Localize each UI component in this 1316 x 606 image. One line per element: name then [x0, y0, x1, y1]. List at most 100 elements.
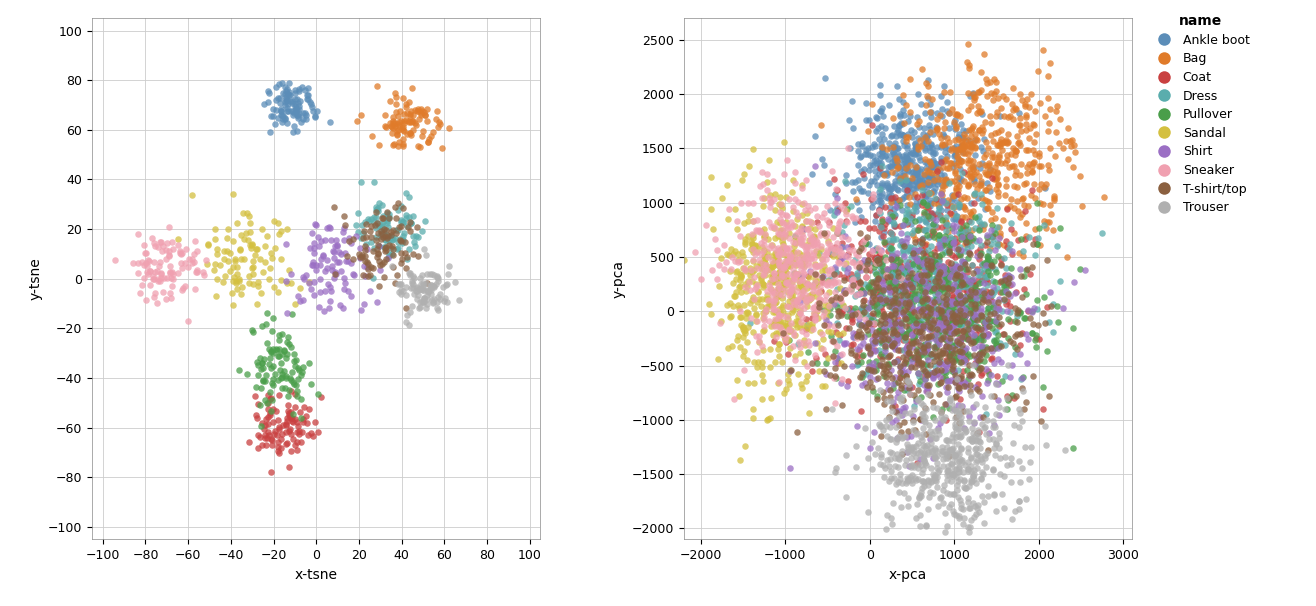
Point: [905, 319, 926, 328]
Point: [820, 242, 841, 252]
Point: [801, 289, 822, 299]
Point: [754, 265, 775, 275]
Point: [905, 169, 926, 179]
Point: [923, 226, 944, 236]
Point: [250, 364, 271, 374]
Point: [834, 259, 855, 269]
Point: [747, 294, 769, 304]
Point: [824, 398, 845, 408]
Point: [272, 369, 293, 379]
Point: [950, 431, 971, 441]
Point: [888, 454, 909, 464]
Point: [761, 240, 782, 250]
Point: [746, 216, 767, 225]
Point: [871, 306, 892, 316]
Point: [182, 190, 203, 200]
Point: [828, 298, 849, 308]
Point: [955, 232, 976, 242]
Point: [921, 368, 942, 378]
Point: [1016, 162, 1037, 172]
Point: [762, 304, 783, 314]
Point: [915, 132, 936, 141]
Point: [795, 290, 816, 300]
Point: [961, 131, 982, 141]
Point: [750, 273, 771, 282]
Point: [917, 203, 938, 213]
Point: [388, 287, 409, 297]
Point: [792, 210, 813, 220]
Point: [749, 270, 770, 280]
Point: [420, 282, 441, 292]
Point: [965, 294, 986, 304]
Point: [388, 243, 409, 253]
Point: [874, 463, 895, 473]
Point: [375, 254, 396, 264]
Point: [1048, 318, 1069, 327]
Point: [978, 253, 999, 263]
Point: [962, 275, 983, 285]
Point: [959, 145, 980, 155]
Point: [883, 141, 904, 150]
Point: [324, 273, 345, 283]
Point: [951, 140, 973, 150]
Point: [399, 116, 420, 126]
Point: [890, 393, 911, 403]
Point: [862, 298, 883, 307]
Point: [769, 290, 790, 299]
Point: [882, 418, 903, 427]
Point: [853, 238, 874, 247]
Point: [287, 445, 308, 455]
Point: [976, 258, 998, 268]
Point: [921, 188, 942, 198]
Point: [805, 353, 826, 363]
Point: [892, 220, 913, 230]
Point: [874, 202, 895, 212]
Point: [866, 255, 887, 264]
Point: [740, 318, 761, 327]
Point: [915, 321, 936, 330]
Point: [870, 160, 891, 170]
Point: [936, 399, 957, 408]
Point: [892, 152, 913, 161]
Point: [763, 318, 784, 328]
Point: [363, 212, 384, 222]
Point: [391, 238, 412, 248]
Point: [422, 281, 443, 290]
Point: [240, 211, 261, 221]
Point: [912, 191, 933, 201]
Point: [425, 115, 446, 124]
Point: [905, 141, 926, 151]
Point: [869, 361, 890, 370]
Point: [970, 107, 991, 117]
Point: [917, 187, 938, 196]
Point: [143, 241, 164, 251]
Point: [891, 290, 912, 299]
Point: [848, 175, 869, 185]
Point: [1012, 384, 1033, 393]
Point: [821, 247, 842, 257]
Point: [994, 253, 1015, 263]
Point: [928, 261, 949, 270]
Point: [920, 324, 941, 333]
Point: [1023, 145, 1044, 155]
Point: [882, 255, 903, 265]
Point: [838, 273, 859, 283]
Point: [886, 437, 907, 447]
Point: [791, 222, 812, 231]
Point: [916, 279, 937, 289]
Point: [1015, 397, 1036, 407]
Point: [896, 188, 917, 198]
Point: [292, 295, 313, 305]
Point: [901, 305, 923, 315]
Point: [840, 311, 861, 321]
Point: [962, 304, 983, 314]
Point: [917, 277, 938, 287]
Point: [896, 432, 917, 442]
Point: [900, 125, 921, 135]
Point: [983, 344, 1004, 353]
Point: [859, 302, 880, 312]
Point: [371, 200, 392, 210]
Point: [971, 122, 992, 132]
Point: [275, 97, 296, 107]
Point: [828, 228, 849, 238]
